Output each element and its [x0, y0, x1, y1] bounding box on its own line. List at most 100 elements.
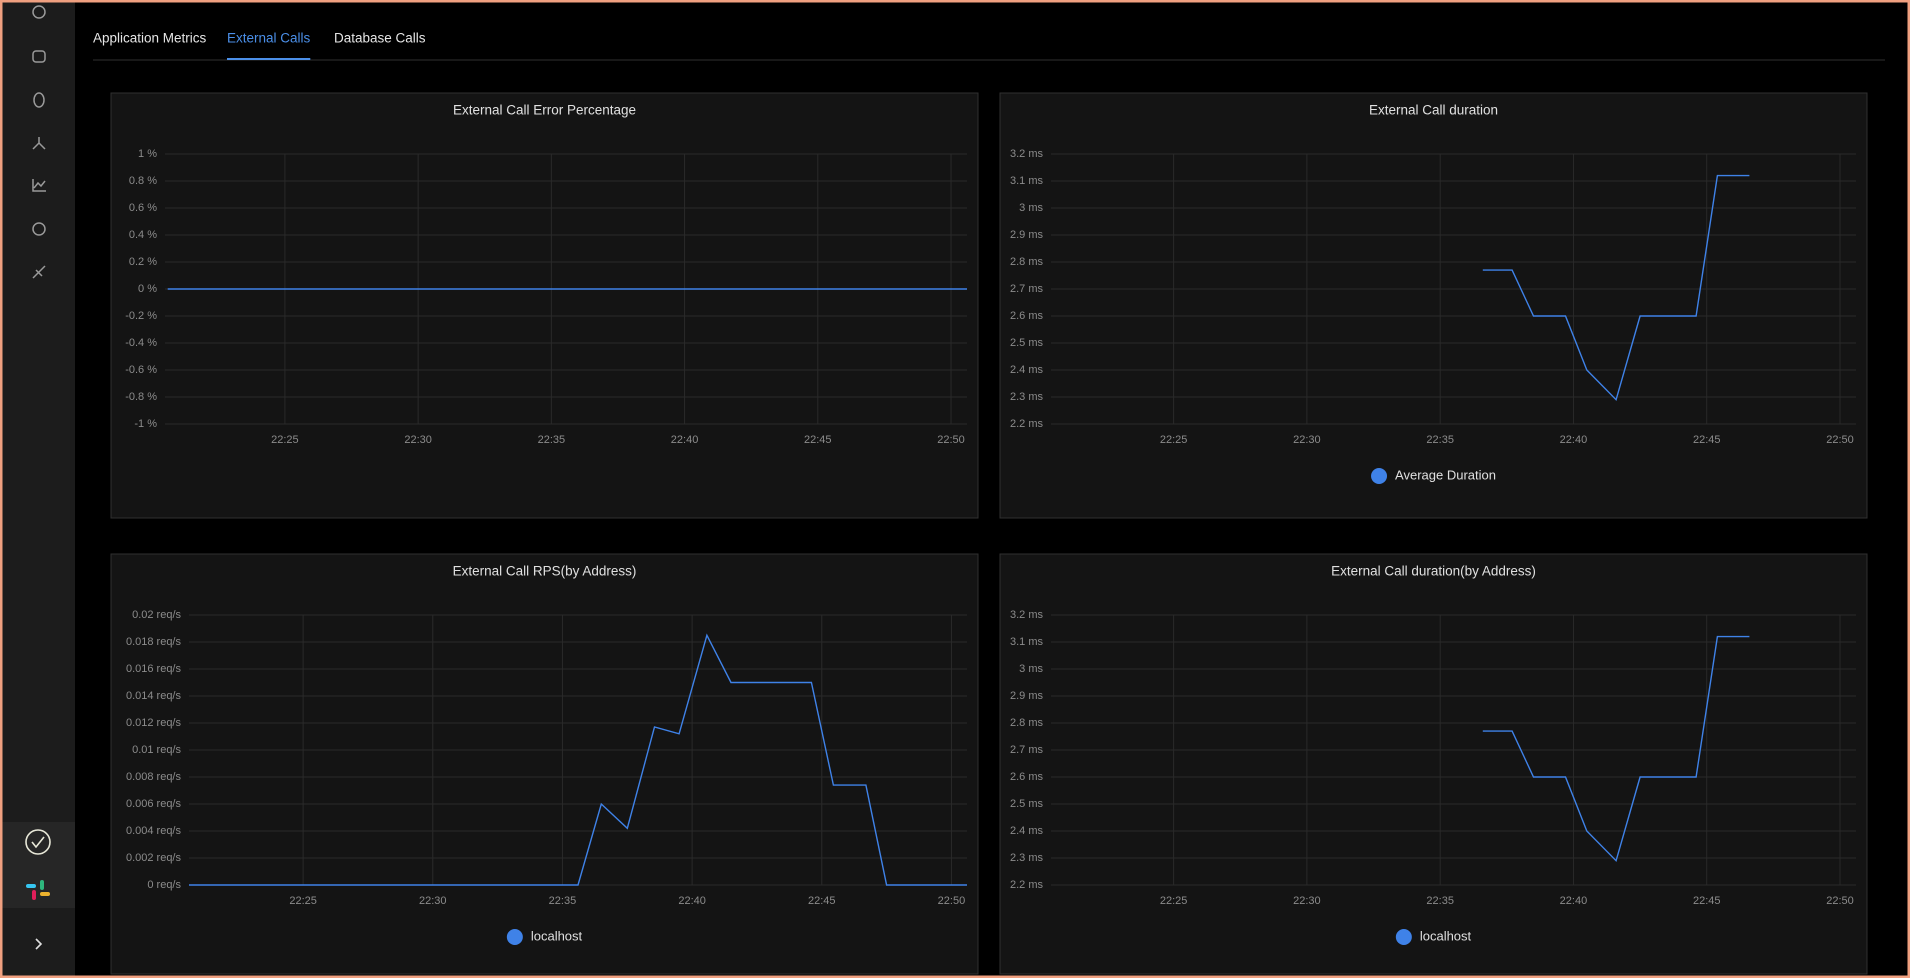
- y-tick-label: 1 %: [138, 148, 157, 160]
- x-tick-label: 22:40: [1560, 895, 1588, 907]
- panel: [110, 553, 979, 975]
- tab[interactable]: External Calls: [227, 31, 311, 46]
- x-tick-label: 22:50: [1826, 434, 1854, 446]
- panel-title: External Call RPS(by Address): [453, 564, 637, 579]
- x-tick-label: 22:30: [404, 434, 432, 446]
- x-tick-label: 22:30: [1293, 434, 1321, 446]
- y-tick-label: 2.5 ms: [1010, 337, 1044, 349]
- y-tick-label: 0.4 %: [129, 229, 157, 241]
- y-tick-label: 0.02 req/s: [132, 609, 181, 621]
- y-tick-label: 2.7 ms: [1010, 744, 1044, 756]
- y-tick-label: 0.018 req/s: [126, 636, 182, 648]
- y-tick-label: 2.6 ms: [1010, 771, 1044, 783]
- panel: [999, 553, 1868, 975]
- y-tick-label: 0.2 %: [129, 256, 157, 268]
- y-tick-label: 3.1 ms: [1010, 636, 1044, 648]
- series-line: [1482, 635, 1750, 863]
- x-tick-label: 22:45: [1693, 895, 1721, 907]
- y-tick-label: 3.1 ms: [1010, 175, 1044, 187]
- tab[interactable]: Application Metrics: [93, 31, 207, 46]
- panel: [110, 92, 979, 519]
- y-tick-label: 2.2 ms: [1010, 879, 1044, 891]
- alerts-icon[interactable]: [32, 50, 46, 63]
- y-tick-label: 0.004 req/s: [126, 825, 182, 837]
- y-tick-label: 0.016 req/s: [126, 663, 182, 675]
- panel: [999, 92, 1868, 519]
- y-tick-label: 0.014 req/s: [126, 690, 182, 702]
- y-tick-label: 2.8 ms: [1010, 256, 1044, 268]
- y-tick-label: 2.8 ms: [1010, 717, 1044, 729]
- legend-label[interactable]: Average Duration: [1395, 467, 1496, 482]
- slack-icon[interactable]: [26, 880, 50, 900]
- x-tick-label: 22:50: [937, 434, 965, 446]
- x-tick-label: 22:40: [678, 895, 706, 907]
- y-tick-label: 2.9 ms: [1010, 229, 1044, 241]
- service-map-icon[interactable]: [32, 137, 46, 150]
- y-tick-label: 0.002 req/s: [126, 852, 182, 864]
- tab[interactable]: Database Calls: [334, 31, 426, 46]
- y-tick-label: 0.006 req/s: [126, 798, 182, 810]
- y-tick-label: 0.008 req/s: [126, 771, 182, 783]
- x-tick-label: 22:45: [1693, 434, 1721, 446]
- panel-title: External Call duration(by Address): [1331, 564, 1536, 579]
- y-tick-label: 3 ms: [1019, 663, 1043, 675]
- x-tick-label: 22:35: [549, 895, 577, 907]
- y-tick-label: 2.3 ms: [1010, 391, 1044, 403]
- y-tick-label: 0 req/s: [147, 879, 181, 891]
- sidebar-footer: [0, 822, 75, 908]
- y-tick-label: 2.3 ms: [1010, 852, 1044, 864]
- y-tick-label: 2.9 ms: [1010, 690, 1044, 702]
- expand-chevron[interactable]: [35, 938, 43, 950]
- integrations-icon[interactable]: [32, 265, 46, 279]
- y-tick-label: -0.8 %: [125, 391, 157, 403]
- slack-part: [40, 880, 44, 890]
- series-line: [189, 633, 967, 886]
- legend-label[interactable]: localhost: [531, 928, 583, 943]
- y-tick-label: 2.7 ms: [1010, 283, 1044, 295]
- panel-title: External Call duration: [1369, 103, 1498, 118]
- slack-part: [32, 890, 36, 900]
- y-tick-label: -1 %: [134, 418, 157, 430]
- y-tick-label: 3.2 ms: [1010, 148, 1044, 160]
- x-tick-label: 22:40: [671, 434, 699, 446]
- dashboard-icon[interactable]: [32, 5, 46, 19]
- y-tick-label: 0.01 req/s: [132, 744, 181, 756]
- x-tick-label: 22:35: [1426, 895, 1454, 907]
- panel-title: External Call Error Percentage: [453, 103, 636, 118]
- legend: localhost: [1395, 928, 1472, 945]
- errors-icon[interactable]: [33, 92, 45, 108]
- slack-part: [40, 892, 50, 896]
- x-tick-label: 22:30: [419, 895, 447, 907]
- legend-label[interactable]: localhost: [1420, 928, 1472, 943]
- x-tick-label: 22:25: [271, 434, 299, 446]
- sidebar: [0, 0, 75, 978]
- y-tick-label: 2.5 ms: [1010, 798, 1044, 810]
- status-check: [31, 836, 45, 849]
- y-tick-label: -0.4 %: [125, 337, 157, 349]
- y-tick-label: 0 %: [138, 283, 157, 295]
- x-tick-label: 22:35: [538, 434, 566, 446]
- slack-part: [26, 884, 36, 888]
- status-icon[interactable]: [25, 829, 51, 855]
- x-tick-label: 22:35: [1426, 434, 1454, 446]
- y-tick-label: 2.6 ms: [1010, 310, 1044, 322]
- x-tick-label: 22:45: [804, 434, 832, 446]
- y-tick-label: -0.2 %: [125, 310, 157, 322]
- x-tick-label: 22:25: [289, 895, 317, 907]
- legend: Average Duration: [1371, 467, 1496, 484]
- y-tick-label: 0.8 %: [129, 175, 157, 187]
- series-line: [1482, 174, 1750, 402]
- x-tick-label: 22:25: [1160, 434, 1188, 446]
- y-tick-label: 0.6 %: [129, 202, 157, 214]
- legend: localhost: [506, 928, 583, 945]
- y-tick-label: 2.4 ms: [1010, 825, 1044, 837]
- settings-icon[interactable]: [32, 222, 46, 236]
- y-tick-label: 3.2 ms: [1010, 609, 1044, 621]
- metrics-icon[interactable]: [32, 179, 46, 192]
- y-tick-label: -0.6 %: [125, 364, 157, 376]
- y-tick-label: 0.012 req/s: [126, 717, 182, 729]
- x-tick-label: 22:30: [1293, 895, 1321, 907]
